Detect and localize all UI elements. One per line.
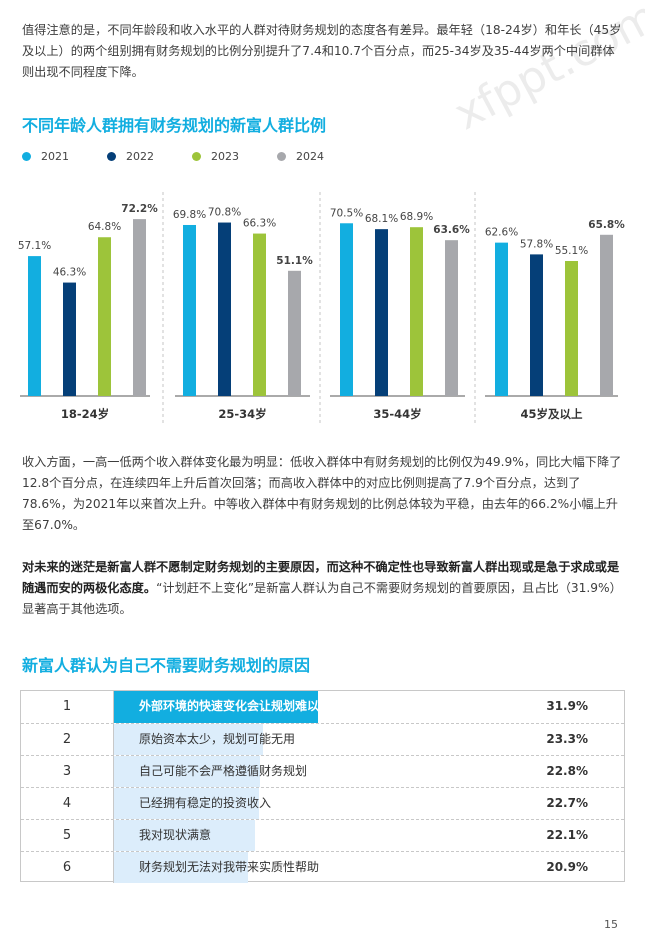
- chart-title: 不同年龄人群拥有财务规划的新富人群比例: [22, 116, 327, 135]
- reason-label: 原始资本太少，规划可能无用: [139, 732, 296, 746]
- table-row: 6 财务规划无法对我带来实质性帮助 20.9%: [21, 851, 624, 883]
- bar-2022-2: [375, 229, 388, 396]
- data-label: 55.1%: [555, 245, 588, 257]
- reason-label: 财务规划无法对我带来实质性帮助: [139, 860, 320, 874]
- data-label: 65.8%: [588, 219, 625, 231]
- reason-percent: 20.9%: [546, 860, 588, 874]
- table-row: 5 我对现状满意 22.1%: [21, 819, 624, 851]
- bar-2024-0: [133, 219, 146, 396]
- data-label: 66.3%: [243, 218, 276, 230]
- data-label: 63.6%: [433, 224, 470, 236]
- reason-percent: 22.1%: [546, 828, 588, 842]
- legend-item-2023: 2023: [192, 150, 277, 163]
- bar-2021-0: [28, 256, 41, 396]
- bar-2024-3: [600, 234, 613, 396]
- bar-2022-3: [530, 254, 543, 396]
- legend-item-2021: 2021: [22, 150, 107, 163]
- rank: 6: [21, 852, 114, 883]
- reason-paragraph: 对未来的迷茫是新富人群不愿制定财务规划的主要原因，而这种不确定性也导致新富人群出…: [22, 557, 622, 620]
- table-title: 新富人群认为自己不需要财务规划的原因: [22, 656, 311, 675]
- value-bar: [114, 788, 260, 819]
- intro-paragraph: 值得注意的是，不同年龄段和收入水平的人群对待财务规划的态度各有差异。最年轻（18…: [22, 23, 622, 79]
- reason-label: 外部环境的快速变化会让规划难以落实: [139, 699, 344, 713]
- category-label: 18-24岁: [61, 407, 109, 421]
- legend-dot-icon: [277, 152, 286, 161]
- reason-paragraph-rest: “计划赶不上变化”是新富人群认为自己不需要财务规划的首要原因，且占比（31.9%…: [22, 581, 622, 616]
- value-bar: [114, 691, 319, 723]
- legend-label: 2023: [211, 150, 239, 163]
- data-label: 46.3%: [53, 267, 86, 279]
- legend-dot-icon: [22, 152, 31, 161]
- value-bar: [114, 756, 260, 787]
- legend-label: 2022: [126, 150, 154, 163]
- bar-2024-2: [445, 240, 458, 396]
- data-label: 72.2%: [121, 203, 158, 215]
- bar-2021-2: [340, 223, 353, 396]
- reason-label: 自己可能不会严格遵循财务规划: [139, 764, 308, 778]
- reason-paragraph-bold: 对未来的迷茫是新富人群不愿制定财务规划的主要原因，而这种不确定性也导致新富人群出…: [22, 560, 620, 595]
- rank: 2: [21, 724, 114, 755]
- bar-2023-2: [410, 227, 423, 396]
- data-label: 51.1%: [276, 255, 313, 267]
- data-label: 68.1%: [365, 213, 398, 225]
- data-label: 68.9%: [400, 211, 433, 223]
- bar-2021-1: [183, 224, 196, 396]
- value-bar: [114, 820, 256, 851]
- table-row: 4 已经拥有稳定的投资收入 22.7%: [21, 787, 624, 819]
- chart-legend: 2021 2022 2023 2024: [22, 150, 362, 163]
- reason-percent: 22.7%: [546, 796, 588, 810]
- bar-2024-1: [288, 270, 301, 396]
- legend-dot-icon: [107, 152, 116, 161]
- data-label: 70.8%: [208, 207, 241, 219]
- rank: 4: [21, 788, 114, 819]
- legend-item-2024: 2024: [277, 150, 362, 163]
- bar-2021-3: [495, 242, 508, 396]
- reason-percent: 23.3%: [546, 732, 588, 746]
- income-paragraph: 收入方面，一高一低两个收入群体变化最为明显：低收入群体中有财务规划的比例仅为49…: [22, 455, 622, 532]
- legend-label: 2021: [41, 150, 69, 163]
- reason-label: 已经拥有稳定的投资收入: [139, 796, 272, 810]
- category-label: 35-44岁: [373, 407, 421, 421]
- table-row: 2 原始资本太少，规划可能无用 23.3%: [21, 723, 624, 755]
- rank: 1: [21, 691, 114, 723]
- bar-2023-1: [253, 233, 266, 396]
- rank: 5: [21, 820, 114, 851]
- data-label: 57.1%: [18, 240, 51, 252]
- data-label: 62.6%: [485, 227, 518, 239]
- data-label: 57.8%: [520, 238, 553, 250]
- category-label: 25-34岁: [218, 407, 266, 421]
- reason-percent: 31.9%: [546, 699, 588, 713]
- data-label: 69.8%: [173, 209, 206, 221]
- bar-2023-3: [565, 261, 578, 396]
- value-bar: [114, 852, 248, 883]
- legend-dot-icon: [192, 152, 201, 161]
- page-number: 15: [604, 918, 618, 931]
- table-row: 1 外部环境的快速变化会让规划难以落实 31.9%: [21, 691, 624, 723]
- bar-2023-0: [98, 237, 111, 396]
- rank: 3: [21, 756, 114, 787]
- bar-2022-0: [63, 282, 76, 396]
- reasons-table: 1 外部环境的快速变化会让规划难以落实 31.9% 2 原始资本太少，规划可能无用 23.…: [20, 690, 625, 883]
- table-row: 3 自己可能不会严格遵循财务规划 22.8%: [21, 755, 624, 787]
- legend-label: 2024: [296, 150, 324, 163]
- reason-percent: 22.8%: [546, 764, 588, 778]
- data-label: 64.8%: [88, 221, 121, 233]
- bar-2022-1: [218, 222, 231, 396]
- value-bar: [114, 724, 264, 755]
- category-label: 45岁及以上: [520, 407, 583, 421]
- legend-item-2022: 2022: [107, 150, 192, 163]
- data-label: 70.5%: [330, 207, 363, 219]
- reason-label: 我对现状满意: [139, 828, 212, 842]
